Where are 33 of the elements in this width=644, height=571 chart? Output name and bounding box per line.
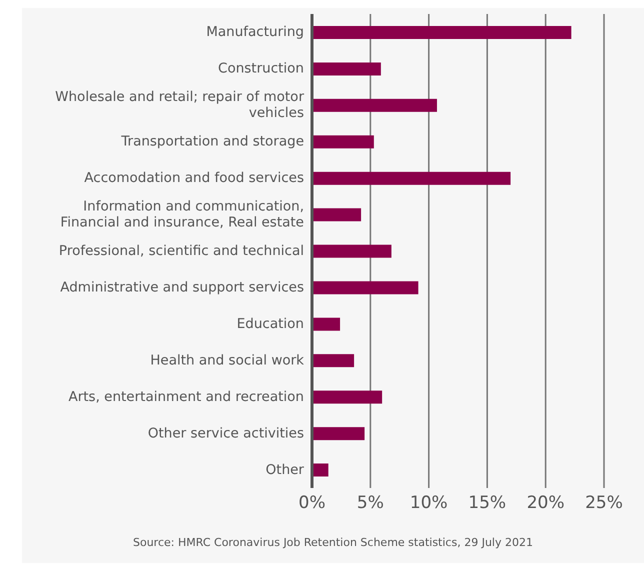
y-tick-label: Transportation and storage [120,134,304,150]
y-tick-label: Health and social work [150,352,304,368]
bar [312,208,362,222]
bar [312,135,374,148]
bar [312,281,418,294]
y-tick-label: Other [266,462,304,478]
y-tick-label: Arts, entertainment and recreation [68,388,304,405]
y-tick-label: Administrative and support services [60,279,304,296]
x-tick-label: 15% [468,493,506,514]
y-tick-label: Other service activities [148,425,304,442]
bar [312,62,381,76]
y-tick-label: Education [236,316,304,332]
x-tick-label: 0% [298,493,326,514]
bar [312,354,354,368]
bar [312,244,392,258]
bar [312,390,382,404]
x-tick-label: 20% [526,493,564,514]
bar [312,318,340,331]
source-note: Source: HMRC Coronavirus Job Retention Scheme statistics, 29 July 2021 [132,536,534,549]
y-tick-label: Construction [218,60,304,77]
y-tick-label: Accomodation and food services [84,170,304,186]
x-tick-label: 10% [410,493,448,514]
y-tick-label: Professional, scientific and technical [58,243,304,259]
y-tick-label: Wholesale and retail; repair of motor vehicles [55,89,304,122]
bar [312,26,572,39]
x-tick-label: 5% [356,493,384,514]
bar [312,464,328,477]
bar [312,172,511,185]
bar [312,427,365,440]
bar [312,98,437,112]
x-tick-label: 25% [585,493,623,514]
y-tick-label: Information and communication, Financial and insurance, Real estate [60,198,304,231]
y-tick-label: Manufacturing [206,24,304,40]
